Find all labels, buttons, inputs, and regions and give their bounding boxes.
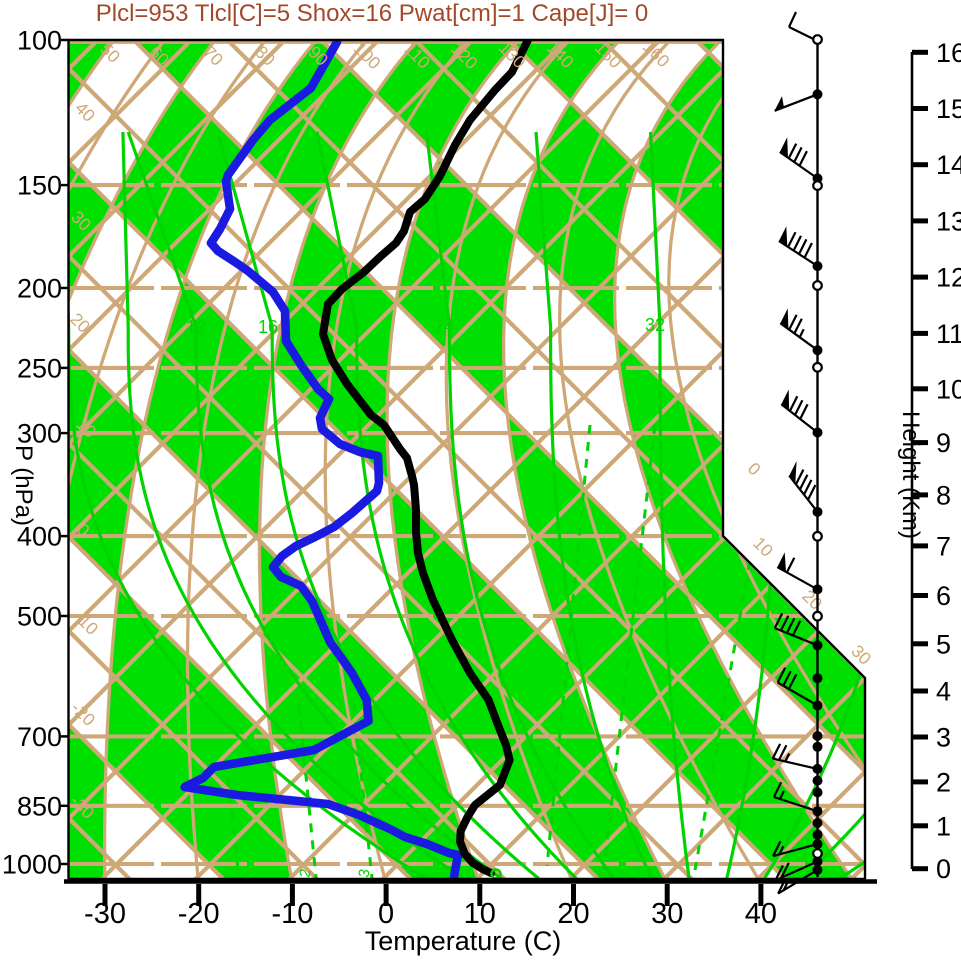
svg-text:11: 11 xyxy=(936,319,961,349)
svg-text:150: 150 xyxy=(17,171,62,201)
svg-text:250: 250 xyxy=(17,353,62,383)
svg-text:2: 2 xyxy=(296,868,314,879)
svg-text:10: 10 xyxy=(464,898,496,930)
svg-text:16: 16 xyxy=(936,38,961,68)
svg-text:32: 32 xyxy=(645,315,665,335)
svg-text:40: 40 xyxy=(745,898,777,930)
svg-text:14: 14 xyxy=(936,150,961,180)
svg-text:0: 0 xyxy=(936,854,951,884)
svg-text:13: 13 xyxy=(936,206,961,236)
svg-text:4: 4 xyxy=(936,677,951,707)
svg-text:9: 9 xyxy=(936,428,951,458)
svg-text:12: 12 xyxy=(186,317,206,337)
svg-text:300: 300 xyxy=(17,419,62,449)
svg-text:2: 2 xyxy=(936,767,951,797)
svg-text:24: 24 xyxy=(434,316,454,336)
svg-text:850: 850 xyxy=(17,791,62,821)
svg-text:8: 8 xyxy=(936,480,951,510)
svg-text:500: 500 xyxy=(17,602,62,632)
svg-text:16: 16 xyxy=(258,317,278,337)
svg-text:P (hPa): P (hPa) xyxy=(10,445,37,526)
svg-text:3: 3 xyxy=(355,868,373,879)
svg-text:15: 15 xyxy=(936,94,961,124)
svg-text:20: 20 xyxy=(557,898,589,930)
svg-text:1: 1 xyxy=(936,811,951,841)
svg-text:6: 6 xyxy=(936,581,951,611)
svg-text:700: 700 xyxy=(17,722,62,752)
svg-text:400: 400 xyxy=(17,522,62,552)
svg-text:1000: 1000 xyxy=(2,850,62,880)
svg-text:10: 10 xyxy=(936,374,961,404)
svg-text:7: 7 xyxy=(936,531,951,561)
svg-text:0: 0 xyxy=(378,898,394,930)
svg-text:Plcl=953 Tlcl[C]=5 Shox=16 Pwa: Plcl=953 Tlcl[C]=5 Shox=16 Pwat[cm]=1 Ca… xyxy=(96,0,649,27)
svg-text:-20: -20 xyxy=(178,898,220,930)
svg-text:200: 200 xyxy=(17,274,62,304)
svg-text:12: 12 xyxy=(936,263,961,293)
svg-text:3: 3 xyxy=(936,723,951,753)
svg-text:30: 30 xyxy=(651,898,683,930)
svg-text:Height (Km): Height (Km) xyxy=(897,411,924,539)
svg-text:-30: -30 xyxy=(84,898,126,930)
svg-text:5: 5 xyxy=(936,629,951,659)
svg-text:100: 100 xyxy=(17,26,62,56)
svg-text:-10: -10 xyxy=(271,898,313,930)
svg-text:Temperature (C): Temperature (C) xyxy=(365,926,562,956)
